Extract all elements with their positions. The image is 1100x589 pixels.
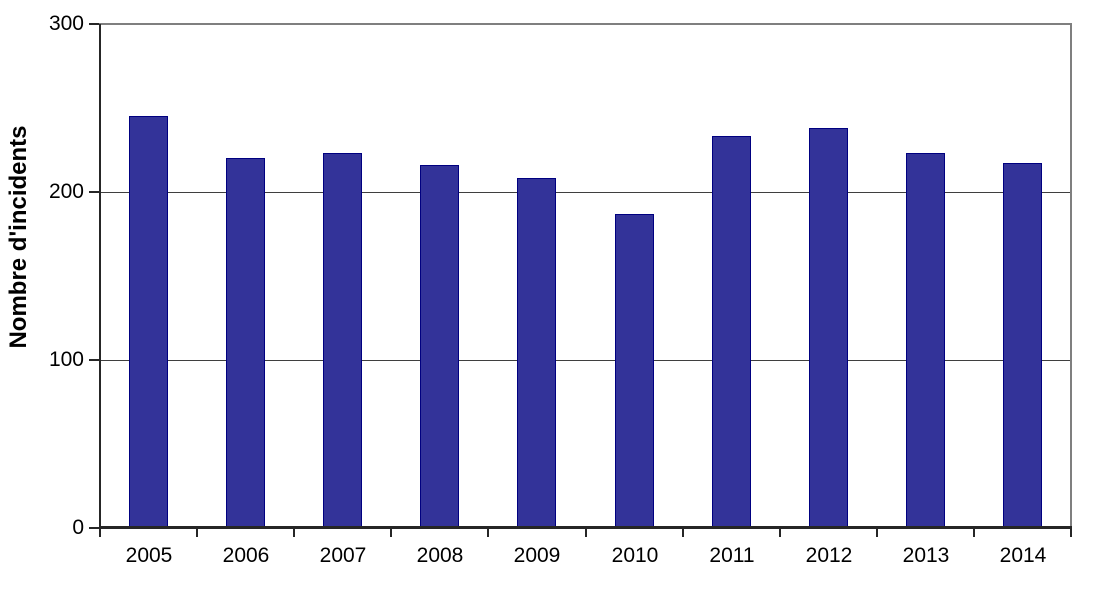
bar-2011 <box>712 136 751 527</box>
bar-2012 <box>809 128 848 527</box>
plot-border-top <box>99 23 1072 25</box>
y-tick-mark-200 <box>89 191 99 193</box>
x-tick-label-2010: 2010 <box>611 544 659 567</box>
gridline-200 <box>101 192 1070 193</box>
x-tick-mark-0 <box>99 529 101 537</box>
x-tick-mark-10 <box>1070 529 1072 537</box>
x-tick-label-2005: 2005 <box>125 544 173 567</box>
x-tick-label-2014: 2014 <box>999 544 1047 567</box>
x-axis-line <box>99 526 1072 529</box>
y-tick-label-0: 0 <box>72 516 84 539</box>
y-tick-label-200: 200 <box>48 180 84 203</box>
x-tick-label-2013: 2013 <box>902 544 950 567</box>
x-tick-mark-2 <box>293 529 295 537</box>
y-axis-title: Nombre d'incidents <box>5 125 32 349</box>
x-tick-mark-3 <box>390 529 392 537</box>
x-tick-mark-8 <box>876 529 878 537</box>
x-tick-mark-5 <box>585 529 587 537</box>
x-tick-label-2007: 2007 <box>319 544 367 567</box>
y-tick-label-100: 100 <box>48 348 84 371</box>
bar-2009 <box>517 178 556 527</box>
y-tick-label-300: 300 <box>48 12 84 35</box>
x-tick-label-2008: 2008 <box>416 544 464 567</box>
x-tick-label-2012: 2012 <box>805 544 853 567</box>
bar-2008 <box>420 165 459 528</box>
x-tick-label-2009: 2009 <box>513 544 561 567</box>
x-tick-mark-6 <box>682 529 684 537</box>
bar-2014 <box>1003 163 1042 527</box>
y-tick-mark-100 <box>89 359 99 361</box>
x-tick-mark-9 <box>973 529 975 537</box>
bar-2013 <box>906 153 945 527</box>
bar-2005 <box>129 116 168 527</box>
x-tick-mark-4 <box>487 529 489 537</box>
x-tick-mark-7 <box>779 529 781 537</box>
plot-border-right <box>1070 23 1072 529</box>
x-tick-label-2011: 2011 <box>709 544 755 567</box>
y-tick-mark-0 <box>89 527 99 529</box>
gridline-100 <box>101 360 1070 361</box>
bar-2010 <box>615 214 654 528</box>
y-tick-mark-300 <box>89 23 99 25</box>
y-axis-line <box>99 24 101 529</box>
bar-2006 <box>226 158 265 527</box>
x-tick-mark-1 <box>196 529 198 537</box>
bar-2007 <box>323 153 362 527</box>
x-tick-label-2006: 2006 <box>222 544 270 567</box>
